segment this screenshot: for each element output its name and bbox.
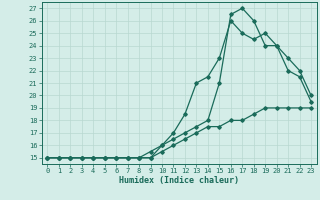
X-axis label: Humidex (Indice chaleur): Humidex (Indice chaleur) — [119, 176, 239, 185]
